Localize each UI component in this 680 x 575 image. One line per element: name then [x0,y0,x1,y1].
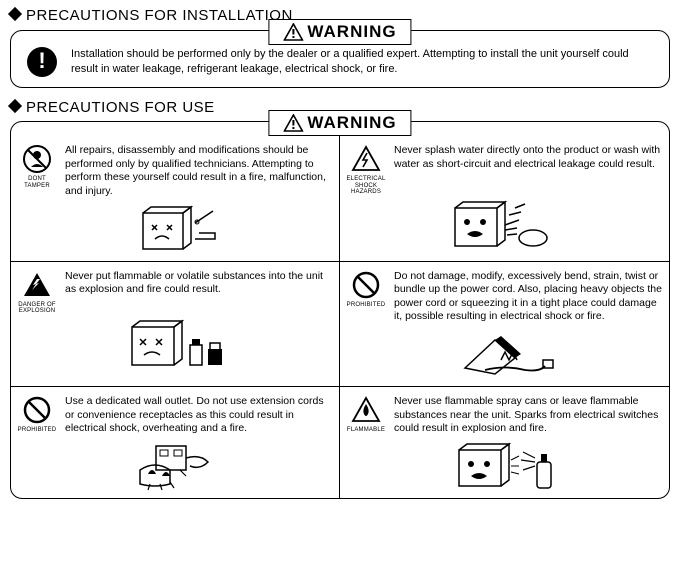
use-title-text: PRECAUTIONS FOR USE [26,99,215,116]
installation-text: Installation should be performed only by… [71,47,653,76]
warning-label: WARNING [307,21,396,43]
cell-wall-outlet: PROHIBITED Use a dedicated wall outlet. … [11,387,340,498]
prohibited-icon [351,270,381,300]
dont-tamper-icon [22,144,52,174]
cell-text: Do not damage, modify, excessively bend,… [394,270,663,325]
cell-explosion: DANGER OF EXPLOSION Never put flammable … [11,262,340,388]
cell-text: Never splash water directly onto the pro… [394,144,663,196]
warning-triangle-icon [283,23,303,41]
warning-badge: WARNING [268,110,411,136]
icon-caption: DONT TAMPER [17,176,57,189]
diamond-bullet [8,7,22,21]
cell-text: Use a dedicated wall outlet. Do not use … [65,395,333,436]
installation-warning-frame: WARNING ! Installation should be perform… [10,30,670,88]
illustration-tools [17,201,333,257]
icon-caption: FLAMMABLE [346,427,386,434]
cell-text: Never put flammable or volatile substanc… [65,270,333,315]
cell-power-cord: PROHIBITED Do not damage, modify, excess… [340,262,669,388]
cell-dont-tamper: DONT TAMPER All repairs, disassembly and… [11,136,340,262]
cell-flammable-spray: FLAMMABLE Never use flammable spray cans… [340,387,669,498]
icon-caption: DANGER OF EXPLOSION [17,302,57,315]
warning-triangle-icon [283,114,303,132]
illustration-flammable-substances [17,317,333,373]
illustration-cord-damage [346,326,663,382]
installation-title-text: PRECAUTIONS FOR INSTALLATION [26,7,293,24]
illustration-water-splash [346,198,663,254]
warning-label: WARNING [307,112,396,134]
cell-electrical-shock: ELECTRICAL SHOCK HAZARDS Never splash wa… [340,136,669,262]
use-grid: DONT TAMPER All repairs, disassembly and… [11,136,669,498]
cell-text: Never use flammable spray cans or leave … [394,395,663,436]
diamond-bullet [8,98,22,112]
flammable-icon [351,395,381,425]
use-warning-frame: WARNING DONT TAMPER All repairs, disasse… [10,121,670,499]
electrical-shock-icon [351,144,381,174]
warning-badge: WARNING [268,19,411,45]
icon-caption: ELECTRICAL SHOCK HAZARDS [346,176,386,196]
icon-caption: PROHIBITED [17,427,57,434]
illustration-outlet-fire [17,438,333,494]
prohibited-icon [22,395,52,425]
installation-row: ! Installation should be performed only … [23,41,657,81]
exclamation-circle-icon: ! [27,47,57,77]
cell-text: All repairs, disassembly and modificatio… [65,144,333,199]
explosion-icon [22,270,52,300]
illustration-spray-can [346,438,663,494]
icon-caption: PROHIBITED [346,302,386,309]
